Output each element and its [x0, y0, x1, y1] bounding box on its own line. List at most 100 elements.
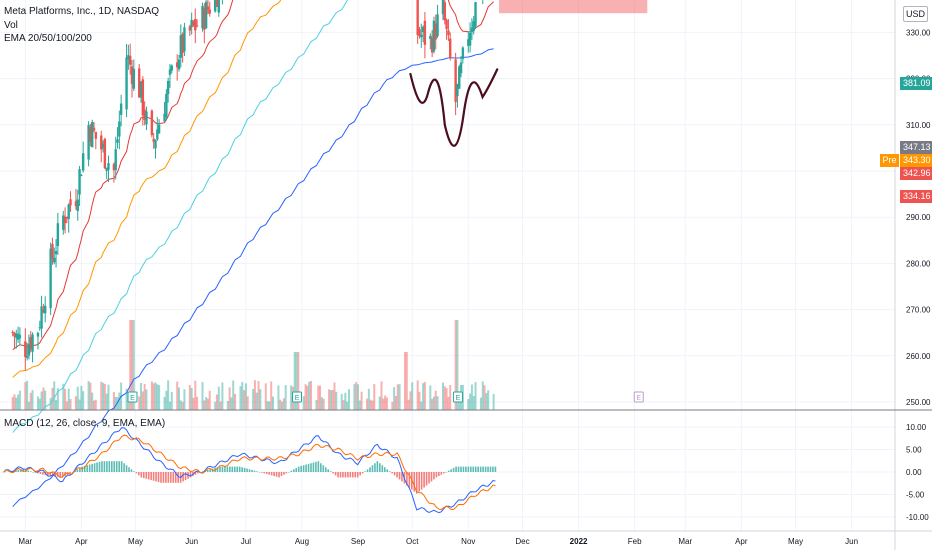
- volume-bar: [297, 352, 300, 410]
- volume-bar: [346, 401, 349, 410]
- earnings-marker-icon[interactable]: [452, 391, 463, 403]
- macd-histogram-bar: [165, 472, 167, 483]
- macd-histogram-bar: [182, 472, 184, 482]
- time-tick-label: Oct: [406, 537, 419, 546]
- macd-histogram-bar: [435, 472, 438, 478]
- macd-histogram-bar: [224, 466, 226, 472]
- volume-bar: [221, 382, 224, 410]
- macd-histogram-bar: [342, 472, 344, 478]
- stop-price-tag: 334.16: [900, 190, 932, 203]
- usd-scale-button-icon[interactable]: USD: [903, 6, 928, 22]
- inverse-head-shoulders-drawing: [409, 68, 499, 147]
- macd-histogram-bar: [118, 461, 120, 472]
- price-tick-label: 290.00: [906, 213, 931, 222]
- macd-histogram-bar: [86, 465, 89, 472]
- macd-legend[interactable]: MACD (12, 26, close, 9, EMA, EMA): [4, 418, 166, 429]
- earnings-marker-icon[interactable]: [127, 391, 138, 403]
- macd-histogram-bar: [236, 466, 239, 472]
- volume-bar: [319, 385, 322, 410]
- volume-bar: [391, 401, 394, 410]
- macd-histogram-bar: [302, 465, 305, 472]
- volume-bar: [129, 320, 132, 410]
- candle-body: [125, 57, 128, 110]
- candle-body: [177, 59, 181, 70]
- time-tick-label: 2022: [570, 537, 588, 546]
- macd-histogram-bar: [492, 466, 494, 472]
- candle-body: [204, 1, 208, 29]
- candle-body: [78, 169, 81, 195]
- macd-histogram-bar: [71, 472, 74, 473]
- volume-bar: [232, 380, 235, 410]
- volume-bar: [243, 390, 246, 410]
- volume-bar: [266, 401, 269, 410]
- macd-histogram-bar: [261, 472, 263, 473]
- candle-body: [168, 69, 172, 75]
- macd-histogram-bar: [81, 466, 84, 472]
- macd-histogram-bar: [233, 466, 236, 472]
- volume-bar: [143, 383, 146, 410]
- candle-body: [472, 21, 475, 32]
- volume-bar: [181, 401, 184, 410]
- macd-histogram-bar: [280, 472, 283, 477]
- macd-histogram-bar: [275, 472, 278, 477]
- macd-histogram-bar: [465, 466, 467, 472]
- candle-body: [92, 127, 96, 131]
- volume-bar: [416, 380, 419, 410]
- candle-body: [190, 19, 193, 28]
- candlesticks: [11, 0, 484, 371]
- macd-histogram-bar: [482, 466, 484, 472]
- vol-legend[interactable]: Vol: [4, 20, 18, 31]
- macd-histogram-bar: [5, 471, 7, 473]
- macd-histogram-bar: [32, 472, 34, 473]
- volume-bar: [277, 385, 280, 410]
- volume-bar: [449, 384, 452, 410]
- macd-histogram-bar: [472, 466, 475, 472]
- volume-bar: [183, 389, 186, 410]
- macd-histogram-bar: [184, 472, 187, 481]
- volume-bar: [456, 320, 459, 410]
- macd-histogram-bar: [322, 465, 325, 472]
- macd-histogram-bar: [197, 472, 199, 474]
- macd-histogram-bar: [194, 472, 197, 475]
- macd-histogram-bar: [374, 463, 376, 472]
- macd-histogram-bar: [206, 469, 209, 472]
- volume-bar: [36, 396, 39, 410]
- price-tick-label: 260.00: [906, 352, 931, 361]
- candle-body: [80, 175, 83, 177]
- volume-bar: [13, 394, 16, 410]
- volume-bar: [353, 384, 356, 410]
- macd-histogram-bar: [450, 469, 452, 472]
- volume-bar: [272, 396, 275, 410]
- volume-bar: [279, 399, 282, 410]
- ema-legend[interactable]: EMA 20/50/100/200: [4, 33, 92, 44]
- candle-body: [15, 333, 18, 338]
- macd-histogram-bar: [155, 472, 157, 482]
- volume-bar: [317, 385, 320, 410]
- candle-body: [152, 138, 155, 142]
- candle-body: [89, 126, 92, 143]
- volume-bar: [65, 401, 68, 410]
- volume-bars: [11, 320, 495, 410]
- symbol-legend[interactable]: Meta Platforms, Inc., 1D, NASDAQ: [4, 6, 160, 17]
- volume-bar: [116, 397, 119, 410]
- macd-histogram-bar: [420, 472, 423, 490]
- volume-bar: [192, 397, 195, 410]
- candle-body: [128, 55, 132, 65]
- volume-bar: [371, 400, 374, 410]
- volume-bar: [257, 381, 260, 410]
- earnings-marker-icon[interactable]: [633, 391, 644, 403]
- earnings-marker-icon[interactable]: [292, 391, 303, 403]
- candle-body: [454, 59, 457, 103]
- macd-histogram-bar: [477, 466, 480, 472]
- macd-histogram-bar: [487, 466, 489, 472]
- macd-histogram-bar: [201, 471, 204, 472]
- macd-histogram-bar: [88, 464, 91, 472]
- volume-bar: [407, 399, 410, 410]
- macd-histogram-bar: [27, 470, 30, 472]
- macd-histogram-bar: [251, 469, 253, 472]
- macd-histogram-bar: [440, 472, 443, 475]
- volume-bar: [130, 320, 133, 410]
